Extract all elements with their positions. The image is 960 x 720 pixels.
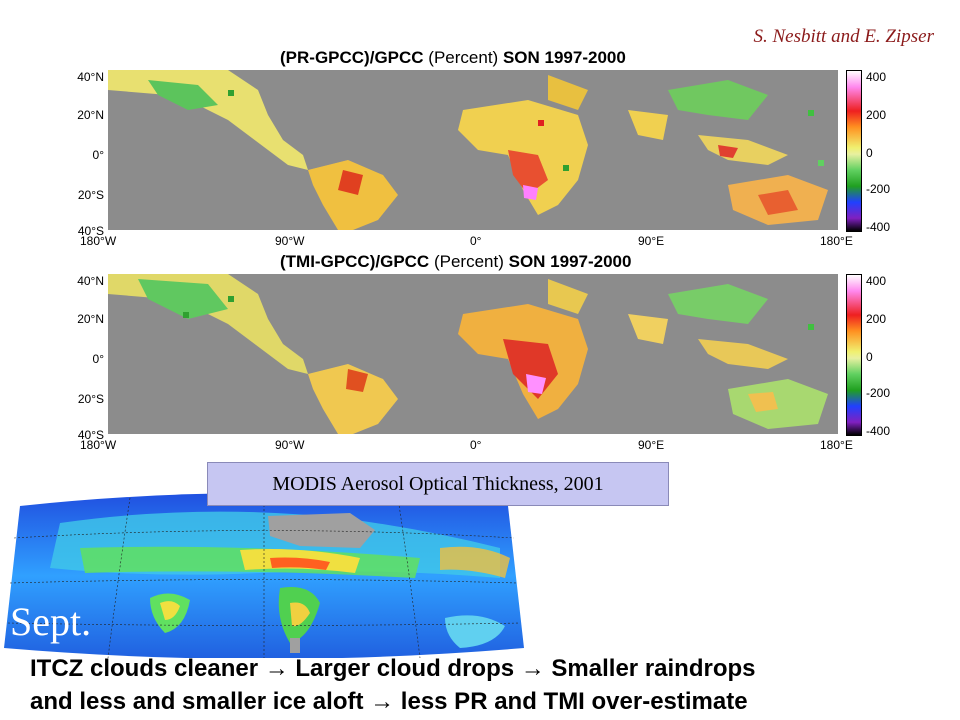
lat-label: 0°	[92, 148, 104, 162]
modis-caption: MODIS Aerosol Optical Thickness, 2001	[207, 462, 669, 506]
colorbar-label: 200	[866, 312, 887, 326]
colorbar-label: 0	[866, 146, 873, 160]
panel-title: (PR-GPCC)/GPCC (Percent) SON 1997-2000	[280, 48, 626, 68]
panel-title: (TMI-GPCC)/GPCC (Percent) SON 1997-2000	[280, 252, 631, 272]
colorbar-label: -200	[866, 386, 891, 400]
title-main: (PR-GPCC)/GPCC	[280, 48, 424, 67]
lat-label: 20°S	[77, 392, 104, 406]
conclusion-text: ITCZ clouds cleaner → Larger cloud drops…	[30, 652, 950, 718]
lat-label: 40°N	[77, 274, 104, 288]
lon-label: 0°	[470, 438, 482, 452]
lon-label: 0°	[470, 234, 482, 248]
colorbar	[846, 70, 862, 232]
colorbar-label: 400	[866, 274, 887, 288]
title-period: SON 1997-2000	[502, 48, 626, 67]
month-label: Sept.	[10, 599, 92, 644]
author-credit: S. Nesbitt and E. Zipser	[753, 26, 934, 47]
lon-label: 180°E	[820, 438, 853, 452]
colorbar-label: 400	[866, 70, 887, 84]
lat-label: 20°S	[77, 188, 104, 202]
lat-label: 20°N	[77, 108, 104, 122]
lon-label: 180°E	[820, 234, 853, 248]
colorbar-label: -400	[866, 220, 891, 234]
colorbar-label: 0	[866, 350, 873, 364]
title-period: SON 1997-2000	[508, 252, 632, 271]
precip-bias-map	[108, 274, 838, 434]
lat-label: 40°N	[77, 70, 104, 84]
title-main: (TMI-GPCC)/GPCC	[280, 252, 430, 271]
colorbar-label: -200	[866, 182, 891, 196]
colorbar-label: 200	[866, 108, 887, 122]
lon-label: 90°E	[638, 438, 665, 452]
title-unit: (Percent)	[428, 48, 499, 67]
title-unit: (Percent)	[433, 252, 504, 271]
lat-label: 0°	[92, 352, 104, 366]
lat-label: 40°S	[77, 224, 104, 238]
lat-label: 20°N	[77, 312, 104, 326]
lon-label: 180°W	[80, 438, 117, 452]
modis-aerosol-map: Sept.	[0, 488, 528, 658]
lon-label: 90°W	[275, 234, 305, 248]
pr-gpcc-panel: (PR-GPCC)/GPCC (Percent) SON 1997-2000 4…	[70, 48, 900, 263]
lon-label: 90°W	[275, 438, 305, 452]
conclusion-line: ITCZ clouds cleaner → Larger cloud drops…	[30, 655, 756, 682]
precip-bias-map	[108, 70, 838, 230]
colorbar-label: -400	[866, 424, 891, 438]
conclusion-line: and less and smaller ice aloft → less PR…	[30, 688, 748, 715]
colorbar	[846, 274, 862, 436]
tmi-gpcc-panel: (TMI-GPCC)/GPCC (Percent) SON 1997-2000 …	[70, 252, 900, 467]
lon-label: 90°E	[638, 234, 665, 248]
lon-label: 180°W	[80, 234, 117, 248]
lat-label: 40°S	[77, 428, 104, 442]
